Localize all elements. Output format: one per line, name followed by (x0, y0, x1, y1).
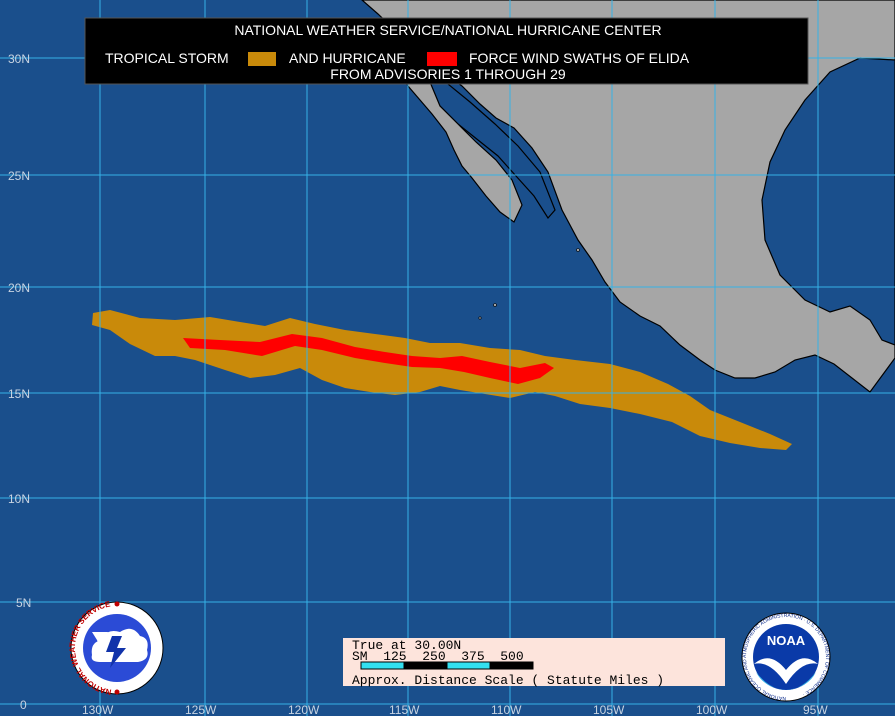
island (478, 316, 482, 320)
hurricane-wind-swath (183, 334, 554, 384)
lon-label-125w: 125W (185, 703, 217, 716)
lat-label-30n: 30N (8, 52, 30, 66)
noaa-wordmark: NOAA (767, 633, 806, 648)
title-line-3: FROM ADVISORIES 1 THROUGH 29 (330, 66, 566, 82)
cloud-icon (91, 628, 148, 662)
legend-force-wind-label: FORCE WIND SWATHS OF ELIDA (469, 50, 690, 66)
legend-and-hurricane-label: AND HURRICANE (289, 50, 406, 66)
island (493, 303, 497, 307)
star-icon (114, 689, 120, 695)
scale-bar-segment (489, 661, 534, 670)
scale-ticks-label: SM 125 250 375 500 (352, 649, 524, 664)
scale-bar-segment (360, 661, 405, 670)
lat-label-5n: 5N (16, 596, 31, 610)
lon-label-110w: 110W (491, 703, 522, 716)
scale-units-label: Approx. Distance Scale ( Statute Miles ) (352, 673, 664, 688)
scale-bar-segment (403, 661, 448, 670)
island (576, 248, 580, 252)
title-legend-box: NATIONAL WEATHER SERVICE/NATIONAL HURRIC… (84, 17, 809, 85)
scale-bar-segment (446, 661, 491, 670)
tropical-storm-swatch (248, 52, 276, 66)
legend-tropical-storm-label: TROPICAL STORM (105, 50, 229, 66)
lon-label-95w: 95W (803, 703, 828, 716)
scale-true-at-label: True at 30.00N (352, 638, 461, 653)
lat-label-15n: 15N (8, 387, 30, 401)
tornado-icon (92, 632, 108, 648)
lat-label-25n: 25N (8, 169, 30, 183)
lon-label-105w: 105W (593, 703, 625, 716)
noaa-logo: NATIONAL OCEANIC AND ATMOSPHERIC ADMINIS… (741, 612, 831, 702)
title-line-1: NATIONAL WEATHER SERVICE/NATIONAL HURRIC… (234, 22, 661, 38)
lon-label-100w: 100W (696, 703, 728, 716)
lon-label-120w: 120W (288, 703, 320, 716)
lon-label-130w: 130W (82, 703, 114, 716)
lon-label-115w: 115W (389, 703, 420, 716)
seagull-icon (754, 658, 818, 684)
lat-label-0: 0 (20, 698, 27, 712)
lat-label-10n: 10N (8, 492, 30, 506)
distance-scale: True at 30.00N SM 125 250 375 500 Approx… (343, 638, 725, 688)
hurricane-swatch (427, 52, 457, 66)
star-icon (114, 601, 120, 607)
lat-label-20n: 20N (8, 281, 30, 295)
lightning-icon (106, 636, 126, 668)
